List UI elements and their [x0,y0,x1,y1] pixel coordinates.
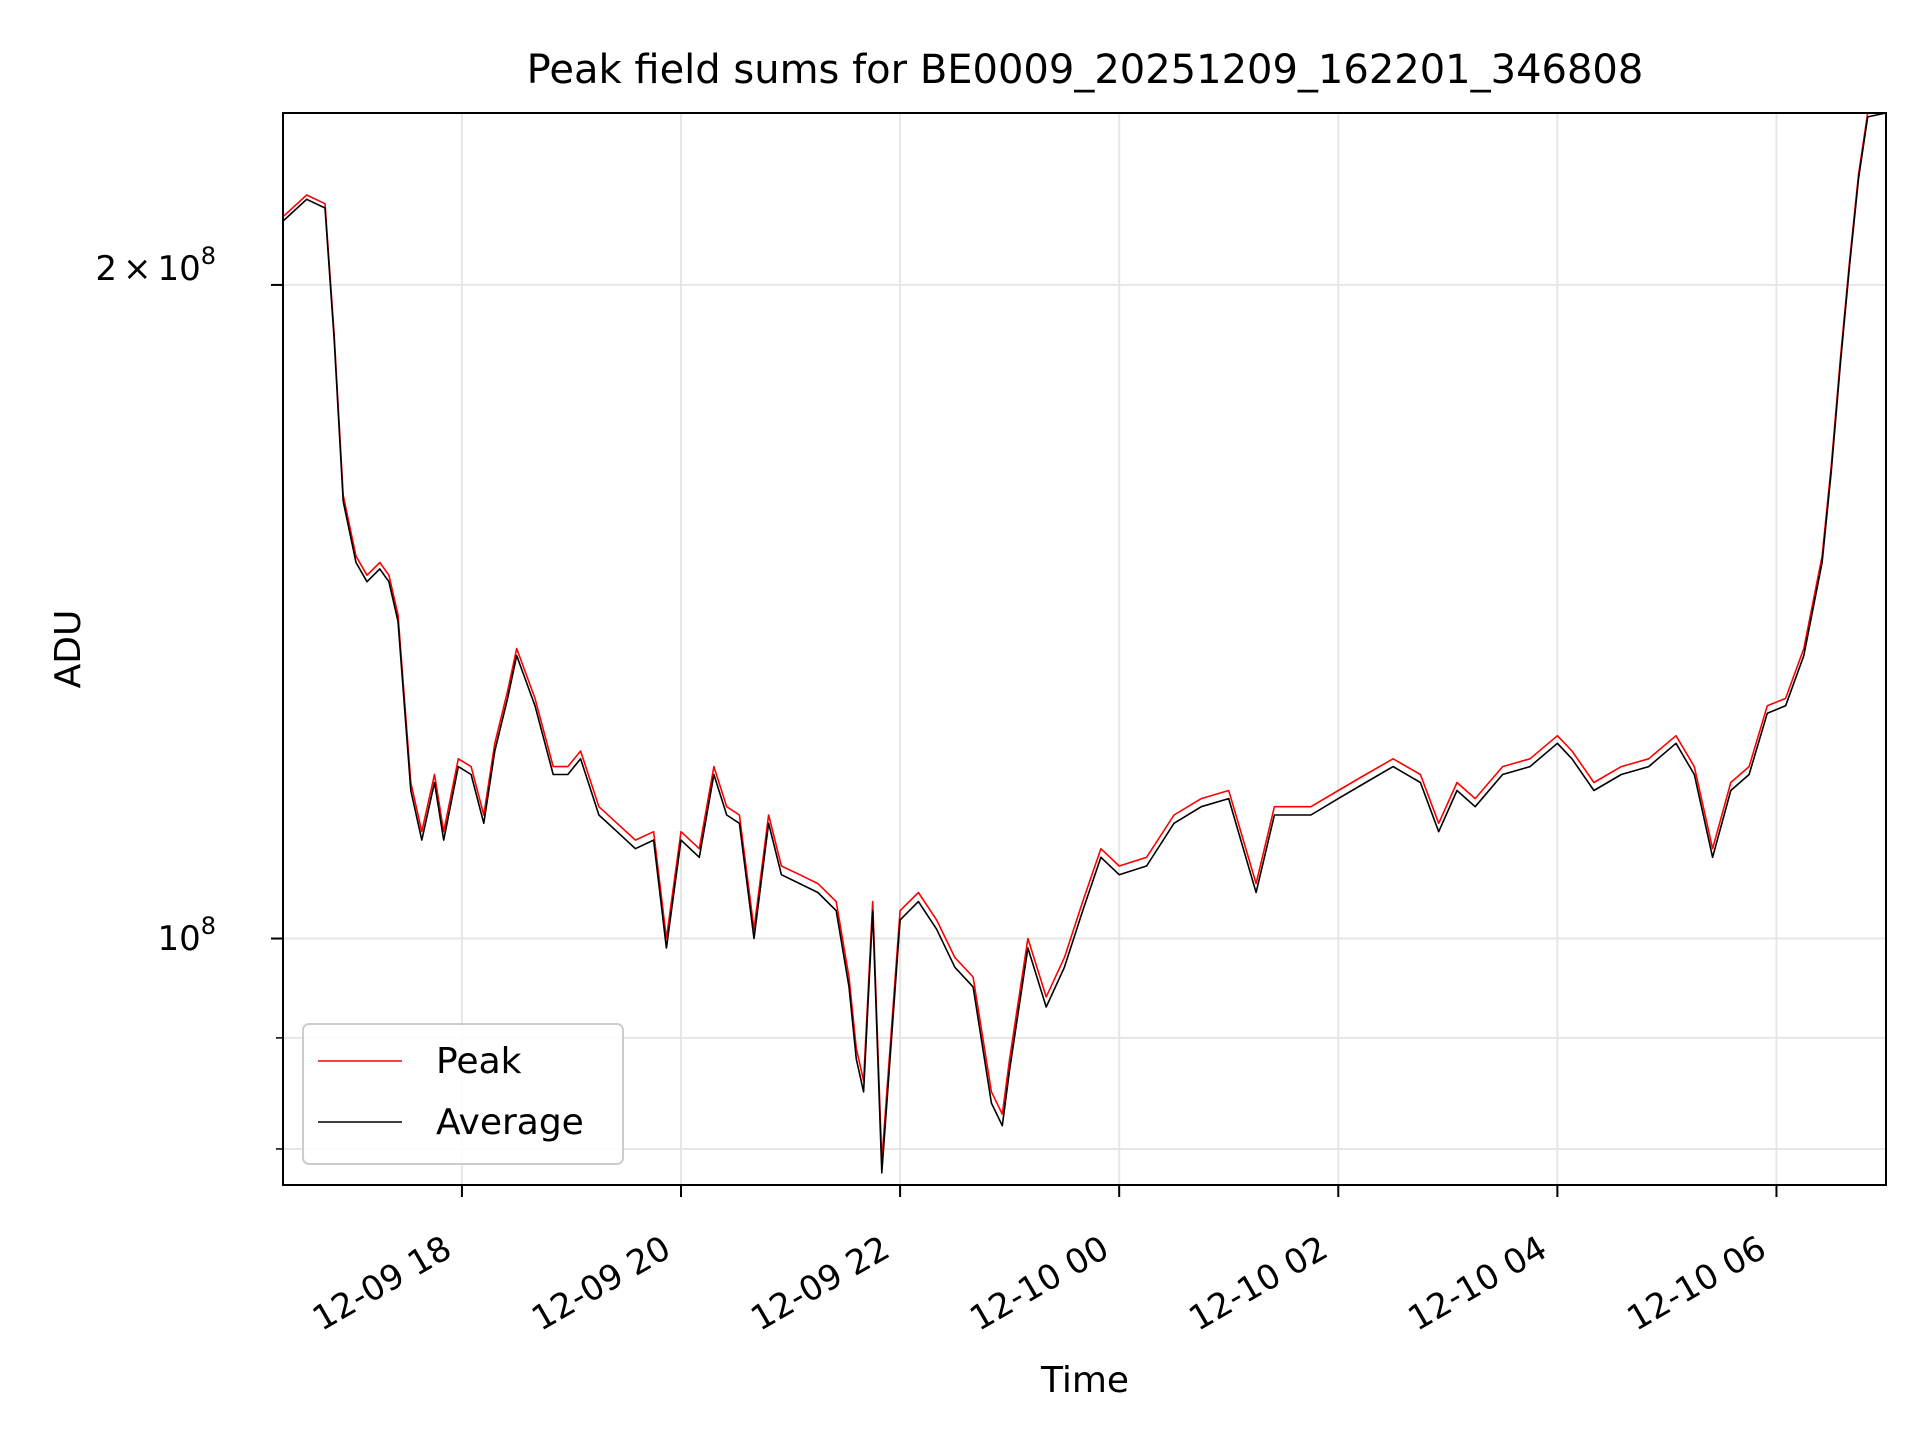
y-tick-2e8-base: 10 [157,249,200,289]
legend-box [302,1023,624,1165]
plot-frame [282,112,1887,1186]
y-tick-2e8-mantissa: 2 [95,249,117,289]
plot-area [282,112,1887,1186]
x-grid [460,113,1778,1185]
y-axis-label: ADU [48,610,89,689]
y-tick-2e8-exponent: 8 [201,242,216,270]
y-tick-1e8-exponent: 8 [201,912,216,940]
y-tick-1e8-base: 10 [157,919,200,959]
svg-text:2×108: 2 × 108 [95,242,216,289]
plot-background [283,113,1886,1185]
legend-label-peak: Peak [436,1041,522,1082]
y-tick-2e8-times: × [123,249,152,289]
series-line-peak [282,112,1886,1162]
x-axis-label: Time [1040,1360,1129,1401]
y-axis: 108 2 × 108 [95,242,283,1150]
svg-text:108: 108 [157,912,216,959]
y-tick-label-1e8: 108 [157,912,216,959]
y-tick-label-2e8: 2 × 108 [95,242,216,289]
legend-label-average: Average [436,1102,584,1143]
chart-title: Peak field sums for BE0009_20251209_1622… [527,47,1644,93]
series-line-average [282,112,1887,1174]
legend: Peak Average [302,1023,624,1165]
series-layer [282,112,1887,1174]
